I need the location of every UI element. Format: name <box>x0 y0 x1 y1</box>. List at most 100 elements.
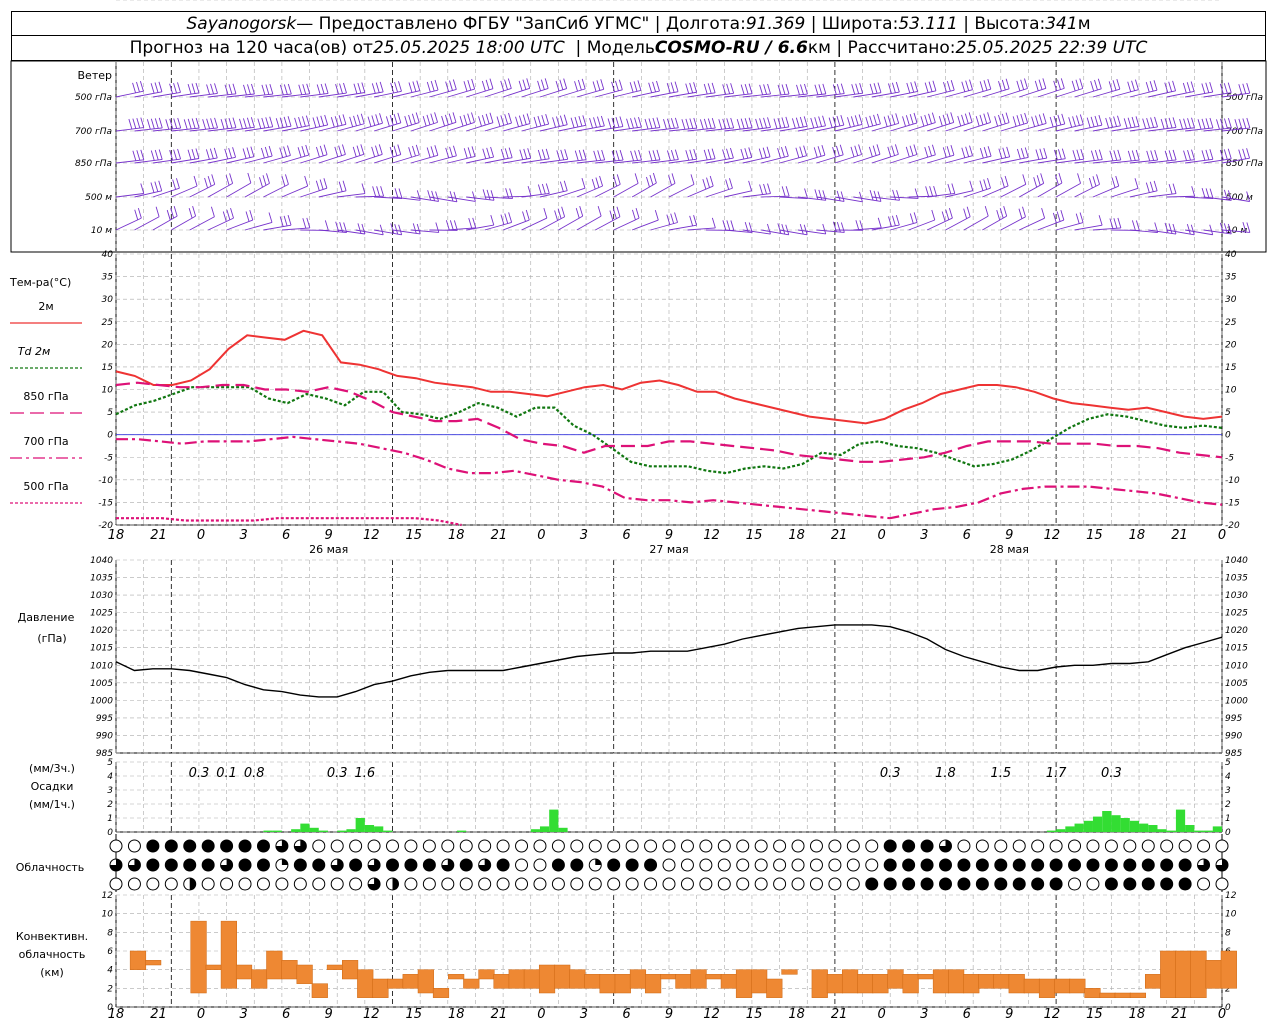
wind-barb <box>761 195 790 198</box>
wind-barb-feather <box>1209 224 1214 235</box>
wind-barb-feather <box>814 84 819 95</box>
wind-barb-feather <box>1041 208 1046 219</box>
y-tick-left: 3 <box>107 786 113 796</box>
y-tick-left: 12 <box>102 891 114 901</box>
wind-barb-feather <box>570 117 575 128</box>
wind-barb-feather <box>192 205 197 217</box>
legend-label-4: 500 гПа <box>23 480 68 493</box>
cloud-cell <box>754 858 768 872</box>
wind-barb-feather <box>729 147 734 159</box>
wind-barb-feather <box>1033 177 1038 188</box>
precip-title: Осадки <box>31 780 74 793</box>
wind-barb-feather <box>1001 113 1006 124</box>
wind-barb-feather <box>711 148 716 159</box>
wind-barb <box>429 89 457 98</box>
wind-barb-feather <box>315 146 320 158</box>
wind-barb-feather <box>176 178 180 189</box>
wind-barb-feather <box>766 146 771 157</box>
cloud-cell <box>1160 877 1174 891</box>
cloud-fill <box>110 859 122 871</box>
wind-barb-feather <box>957 115 962 127</box>
wind-barb-feather <box>1179 119 1184 130</box>
wind-barb-feather <box>489 78 494 89</box>
wind-barb-feather <box>279 147 284 158</box>
wind-barb-feather <box>154 82 159 93</box>
cloud-cell <box>1104 839 1118 853</box>
cloud-cell <box>146 877 160 891</box>
wind-barb-feather <box>526 113 531 124</box>
wind-barb-feather <box>394 81 398 93</box>
wind-barb-feather <box>224 84 229 95</box>
wind-barb <box>447 122 475 132</box>
wind-barb-feather <box>247 84 251 95</box>
wind-barb-feather <box>319 145 324 156</box>
wind-barb-feather <box>518 80 523 91</box>
cloud-cell <box>1086 839 1100 853</box>
wind-barb <box>761 229 789 236</box>
wind-barb <box>484 88 512 98</box>
cloud-cell <box>312 877 326 891</box>
cloud-cell <box>717 877 731 891</box>
conv-bar <box>963 974 980 994</box>
lon-value: 91.369 <box>745 13 806 34</box>
wind-barb <box>263 183 289 198</box>
wind-barb-feather <box>482 148 487 159</box>
wind-barb-feather <box>767 223 771 235</box>
wind-barb-feather <box>649 174 654 186</box>
cloud-cell <box>127 877 141 891</box>
cloud-cell <box>644 858 658 872</box>
wind-barb-feather <box>872 145 877 156</box>
cloud-cell <box>1215 877 1229 891</box>
conv-bar <box>508 969 525 989</box>
conv-bar <box>463 978 480 989</box>
wind-barb-feather <box>877 82 882 93</box>
precip-bar <box>1083 820 1093 832</box>
precip-bar <box>1139 823 1149 832</box>
cloud-cell <box>220 877 234 891</box>
wind-barb <box>1221 157 1250 164</box>
wind-barb <box>982 185 1009 198</box>
wind-barb-feather <box>1075 79 1080 90</box>
wind-barb-feather <box>1098 115 1103 126</box>
precip-bar <box>1065 826 1075 832</box>
wind-barb <box>244 126 273 132</box>
wind-barb-feather <box>928 81 933 92</box>
hour-tick: 18 <box>1129 1007 1146 1022</box>
temp-series-1 <box>115 386 1223 475</box>
conv-bar <box>523 969 540 989</box>
wind-barb-feather <box>426 81 431 93</box>
wind-barb <box>705 187 733 198</box>
wind-barb-feather <box>777 223 782 234</box>
wind-barb-feather <box>1042 113 1047 124</box>
cloud-cell <box>146 839 160 853</box>
wind-barb-feather <box>202 119 207 130</box>
wind-barb <box>1074 124 1103 132</box>
wind-barb-feather <box>486 189 491 200</box>
wind-barb-feather <box>924 114 929 126</box>
wind-barb <box>355 195 384 198</box>
wind-barb <box>576 185 603 198</box>
wind-barb-feather <box>1246 148 1251 159</box>
wind-barb <box>134 91 163 98</box>
wind-barb-feather <box>1209 188 1214 199</box>
hour-tick: 12 <box>1044 528 1061 543</box>
alt-unit: м <box>1077 13 1091 34</box>
wind-barb-feather <box>552 117 556 128</box>
cloud-cell <box>588 877 602 891</box>
wind-barb-feather <box>574 150 579 161</box>
wind-barb-feather <box>1012 116 1017 127</box>
cloud-cell <box>515 877 529 891</box>
wind-barb <box>410 196 439 202</box>
wind-barb-feather <box>596 80 601 91</box>
y-tick-left: 2 <box>107 800 113 810</box>
wind-barb-feather <box>448 113 453 124</box>
cloud-cell <box>828 877 842 891</box>
wind-barb-feather <box>1238 118 1243 129</box>
wind-barb-feather <box>891 82 896 93</box>
wind-barb <box>226 93 255 98</box>
wind-barb-feather <box>1098 149 1103 160</box>
wind-barb <box>355 91 384 98</box>
conv-bar <box>781 969 798 975</box>
wind-barb-feather <box>564 149 569 160</box>
wind-barb-feather <box>1135 116 1140 127</box>
